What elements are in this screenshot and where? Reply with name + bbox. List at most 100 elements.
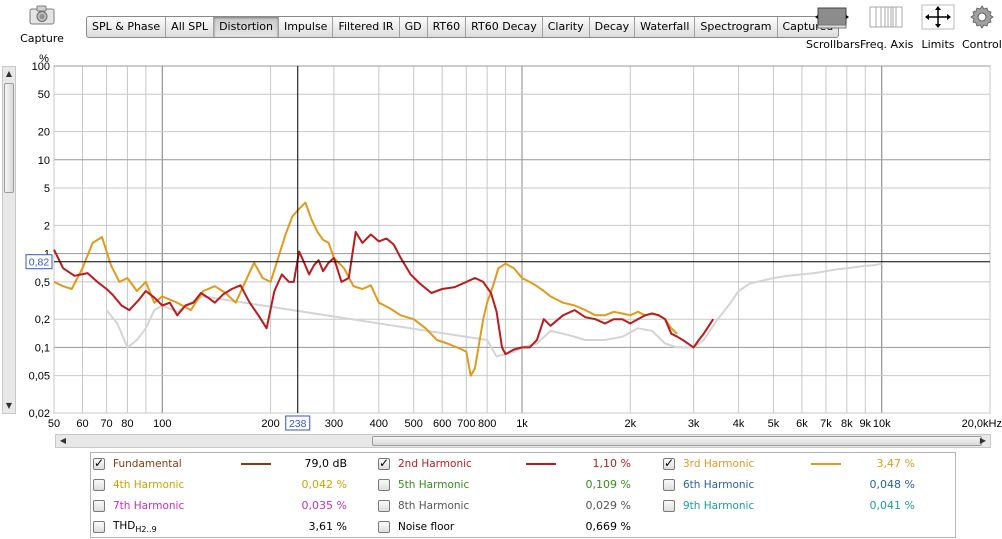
x-tick-label: 3k [688,418,700,430]
tab-impulse[interactable]: Impulse [279,17,334,37]
legend-value: 0,035 % [301,499,347,512]
legend-item-6th-harmonic[interactable]: 6th Harmonic [663,477,754,493]
y-axis-label: % [39,53,49,65]
vertical-scroll-thumb[interactable] [4,83,14,193]
vertical-scrollbar[interactable]: ▲ ▼ [2,66,16,414]
legend-label-text: 3rd Harmonic [683,458,755,470]
capture-label: Capture [20,32,64,45]
freq-axis-button[interactable]: Freq. Axis [860,4,914,51]
scroll-up-icon[interactable]: ▲ [5,69,13,78]
y-tick-label: 0,1 [35,342,50,354]
x-tick-label: 100 [153,418,171,430]
toolbar: Capture SPL & Phase All SPL Distortion Impu… [0,0,1002,52]
legend-item-9th-harmonic[interactable]: 9th Harmonic [663,498,754,514]
legend-value: 0,669 % [585,520,631,533]
limits-button[interactable]: Limits [916,4,960,51]
series-line-fundamental [105,262,882,358]
legend-label: 3rd Harmonic [683,458,754,470]
x-tick-label: 2k [624,418,636,430]
tab-clarity[interactable]: Clarity [543,17,590,37]
legend-label: Fundamental [113,458,182,470]
checkbox-3rd-harmonic[interactable] [663,456,675,470]
legend-item-4th-harmonic[interactable]: 4th Harmonic [93,477,184,493]
tab-rt60[interactable]: RT60 [428,17,467,37]
tab-gd[interactable]: GD [400,17,428,37]
limits-label: Limits [921,38,955,51]
freq-axis-label: Freq. Axis [860,38,914,51]
tab-spectrogram[interactable]: Spectrogram [695,17,778,37]
checkbox-7th-harmonic[interactable] [93,500,105,512]
x-tick-label: 700 [457,418,475,430]
checkbox-9th-harmonic[interactable] [663,500,675,512]
controls-label: Controls [962,38,1002,51]
checkbox-thd[interactable] [93,521,105,533]
x-tick-label: 600 [433,418,451,430]
tab-all-spl[interactable]: All SPL [166,17,215,37]
checkbox-5th-harmonic[interactable] [378,479,390,491]
x-tick-label: 80 [121,418,133,430]
checkbox-6th-harmonic[interactable] [663,479,675,491]
legend-item-7th-harmonic[interactable]: 7th Harmonic [93,498,184,514]
distortion-chart[interactable]: 1005020105210,50,20,10,050,02%5060708010… [0,50,1002,434]
legend-label: 5th Harmonic [398,479,469,491]
legend-value: 0,109 % [585,478,631,491]
tab-distortion[interactable]: Distortion [214,17,279,37]
legend-label-text: 8th Harmonic [398,500,470,512]
cursor-y-readout: 0,82 [29,257,50,269]
scroll-left-icon[interactable]: ◀ [59,436,67,445]
legend-item-8th-harmonic[interactable]: 8th Harmonic [378,498,469,514]
capture-button[interactable]: Capture [18,4,66,45]
y-tick-label: 2 [44,220,50,232]
cursor-x-readout-box [285,415,311,431]
cursor-y-readout-box [25,254,53,270]
checkbox-8th-harmonic[interactable] [378,500,390,512]
camera-icon [28,4,56,26]
horizontal-scroll-thumb[interactable] [372,436,982,446]
checkbox-fundamental[interactable] [93,456,105,470]
legend-item-5th-harmonic[interactable]: 5th Harmonic [378,477,469,493]
y-tick-label: 0,5 [35,277,50,289]
horizontal-scrollbar[interactable]: ◀ ▶ [55,434,991,448]
checkbox-noise-floor[interactable] [378,521,390,533]
tab-waterfall[interactable]: Waterfall [635,17,696,37]
x-tick-label: 9k [859,418,871,430]
controls-button[interactable]: Controls [962,4,1002,51]
legend-item-noise-floor[interactable]: Noise floor [378,519,454,535]
series-line-3rd-harmonic [53,201,678,377]
legend-label-text: 9th Harmonic [683,500,755,512]
x-tick-label: 4k [733,418,745,430]
legend-label-text: 2nd Harmonic [398,458,472,470]
y-tick-label: 0,05 [29,371,50,383]
scroll-right-icon[interactable]: ▶ [979,436,987,445]
tab-rt60-decay[interactable]: RT60 Decay [466,17,543,37]
tab-decay[interactable]: Decay [590,17,636,37]
legend-label: 8th Harmonic [398,500,469,512]
legend-item-2nd-harmonic[interactable]: 2nd Harmonic [378,456,472,472]
legend-label-subscript: H2..9 [135,525,157,535]
tab-filtered-ir[interactable]: Filtered IR [333,17,400,37]
legend-label-text: 4th Harmonic [113,479,185,491]
y-tick-label: 0,02 [29,408,50,420]
checkbox-4th-harmonic[interactable] [93,479,105,491]
freq-axis-icon [860,4,912,30]
scrollbars-label: Scrollbars [806,38,861,51]
legend-item-thd[interactable]: THDH2..9 [93,519,157,535]
legend-label-text: 5th Harmonic [398,479,470,491]
scroll-down-icon[interactable]: ▼ [5,401,13,410]
legend-item-fundamental[interactable]: Fundamental [93,456,182,472]
legend-label-text: THD [113,519,136,532]
legend-line-swatch [811,463,841,465]
legend-label: 4th Harmonic [113,479,184,491]
x-tick-label: 6k [796,418,808,430]
x-tick-label: 1k [516,418,528,430]
checkbox-2nd-harmonic[interactable] [378,456,390,470]
tab-spl-phase[interactable]: SPL & Phase [87,17,167,37]
scrollbars-button[interactable]: Scrollbars [806,4,861,51]
x-tick-label: 60 [76,418,88,430]
legend-label: Noise floor [398,521,454,533]
y-tick-label: 10 [38,155,50,167]
x-tick-label: 800 [478,418,496,430]
legend-label-text: Noise floor [398,521,455,533]
gear-icon [962,4,1002,30]
legend-item-3rd-harmonic[interactable]: 3rd Harmonic [663,456,754,472]
